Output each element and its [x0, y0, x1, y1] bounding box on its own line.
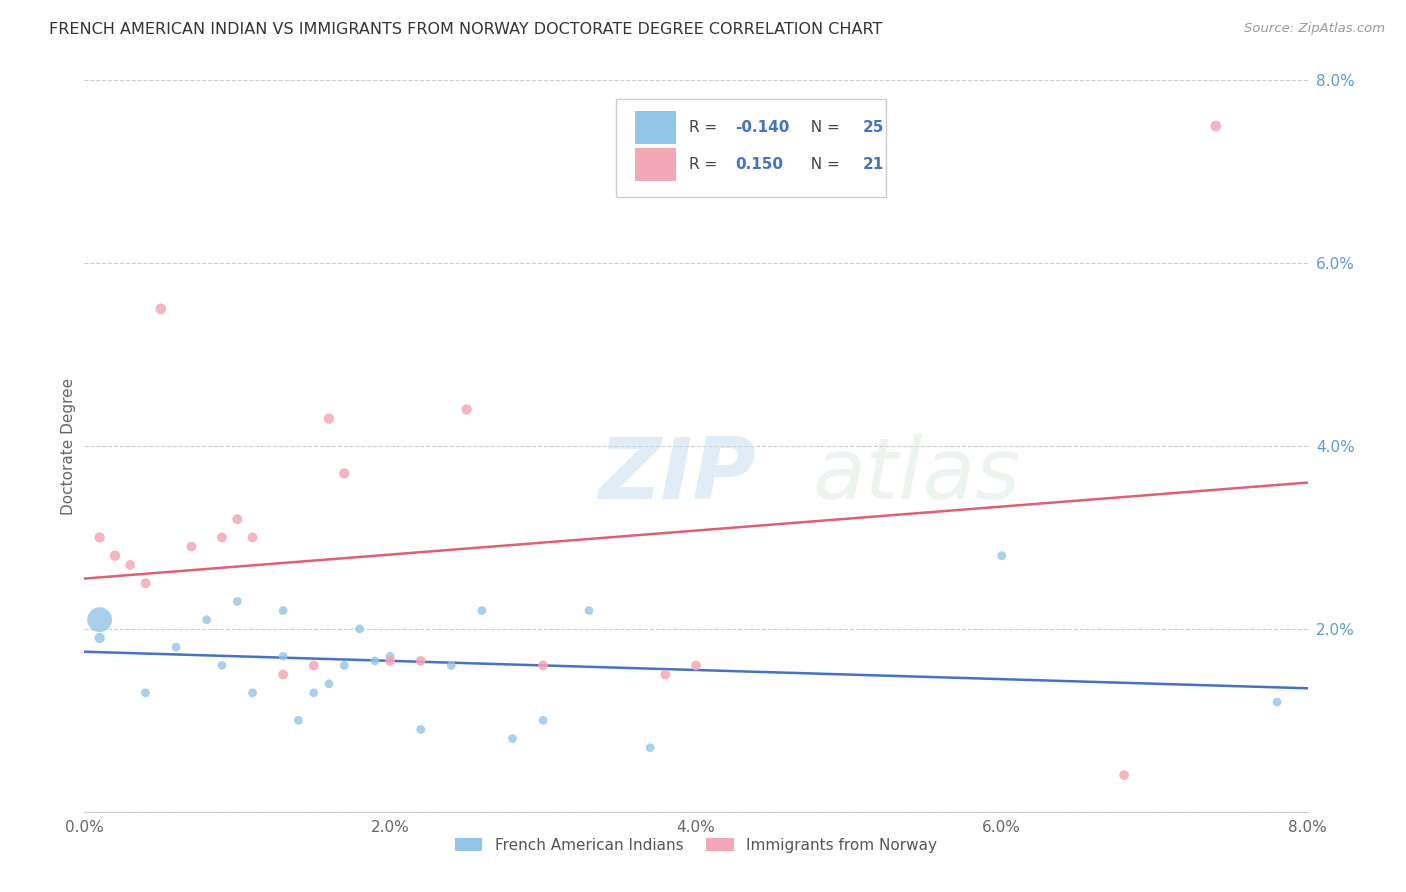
Text: N =: N =: [801, 120, 845, 136]
Point: [318, 676, 340, 690]
Point: [654, 667, 676, 681]
Point: [333, 467, 356, 481]
Point: [409, 654, 432, 668]
Point: [409, 723, 432, 737]
Point: [333, 658, 356, 673]
Point: [302, 686, 325, 700]
Point: [89, 530, 111, 544]
Text: 25: 25: [862, 120, 884, 136]
Point: [1114, 768, 1136, 782]
Point: [180, 540, 202, 554]
Point: [242, 530, 264, 544]
FancyBboxPatch shape: [616, 99, 886, 197]
Text: atlas: atlas: [813, 434, 1021, 516]
Point: [89, 631, 111, 645]
Point: [1205, 119, 1227, 133]
Point: [302, 658, 325, 673]
Point: [349, 622, 371, 636]
Point: [226, 594, 249, 608]
Point: [531, 714, 554, 728]
Point: [578, 604, 600, 618]
Point: [104, 549, 127, 563]
Point: [638, 740, 661, 755]
Point: [471, 604, 494, 618]
Point: [211, 530, 233, 544]
Point: [211, 658, 233, 673]
Point: [685, 658, 707, 673]
Point: [271, 604, 294, 618]
Text: R =: R =: [689, 157, 727, 172]
Point: [440, 658, 463, 673]
Text: ZIP: ZIP: [598, 434, 756, 516]
Text: 21: 21: [862, 157, 883, 172]
Point: [456, 402, 478, 417]
Point: [271, 667, 294, 681]
Point: [135, 576, 157, 591]
Text: N =: N =: [801, 157, 845, 172]
Point: [149, 301, 172, 316]
Point: [287, 714, 309, 728]
Legend: French American Indians, Immigrants from Norway: French American Indians, Immigrants from…: [449, 831, 943, 859]
Text: 0.150: 0.150: [735, 157, 783, 172]
Point: [991, 549, 1014, 563]
Point: [531, 658, 554, 673]
Text: Source: ZipAtlas.com: Source: ZipAtlas.com: [1244, 22, 1385, 36]
FancyBboxPatch shape: [636, 112, 676, 145]
FancyBboxPatch shape: [636, 148, 676, 181]
Point: [135, 686, 157, 700]
Point: [380, 649, 402, 664]
Point: [502, 731, 524, 746]
Point: [271, 649, 294, 664]
Point: [165, 640, 187, 655]
Point: [242, 686, 264, 700]
Point: [89, 613, 111, 627]
Point: [120, 558, 142, 572]
Point: [380, 654, 402, 668]
Point: [195, 613, 218, 627]
Y-axis label: Doctorate Degree: Doctorate Degree: [60, 377, 76, 515]
Text: R =: R =: [689, 120, 721, 136]
Point: [318, 411, 340, 425]
Point: [1265, 695, 1288, 709]
Point: [226, 512, 249, 526]
Text: -0.140: -0.140: [735, 120, 790, 136]
Point: [364, 654, 387, 668]
Text: FRENCH AMERICAN INDIAN VS IMMIGRANTS FROM NORWAY DOCTORATE DEGREE CORRELATION CH: FRENCH AMERICAN INDIAN VS IMMIGRANTS FRO…: [49, 22, 883, 37]
